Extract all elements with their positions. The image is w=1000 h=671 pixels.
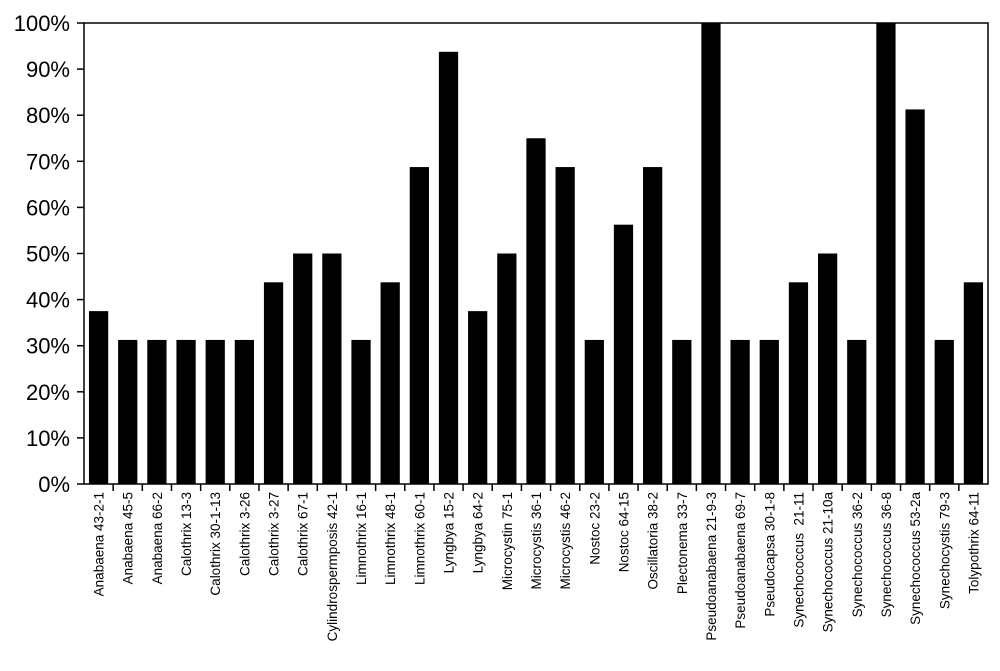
bar [205,339,225,484]
bar [643,167,663,484]
bar [613,224,634,484]
x-tick-label: Tolypothrix 64-11 [966,492,981,594]
bar [293,253,313,484]
bar [555,167,575,484]
x-tick-label: Synechococcus 21-10a [821,492,836,633]
y-tick-label: 30% [26,334,70,359]
bar [380,282,400,484]
bar [234,339,255,484]
x-tick-label: Nostoc 64-15 [616,492,631,572]
x-tick-label: Calothrix 67-1 [296,492,311,576]
bar [905,109,925,484]
bar [788,282,809,484]
x-tick-label: Synechococcus 36-8 [879,492,894,617]
bar [759,339,779,484]
x-tick-label: Anabaena 43-2-1 [92,492,107,596]
y-tick-label: 50% [26,242,70,267]
bar [351,339,371,484]
y-axis-ticks: 0% 10% 20% 30% 40% 50% 60% 70% 80% 90% 100% [14,11,84,497]
y-tick-label: 20% [26,380,70,405]
x-tick-label: Anabaena 45-5 [121,492,136,584]
x-tick-label: Pseudoanabaena 69-7 [733,492,748,629]
bar [322,253,342,484]
bar [934,339,954,484]
bar [730,339,750,484]
bar [876,23,896,484]
y-tick-label: 0% [38,472,70,497]
x-tick-label: Calothrix 3-27 [267,492,282,576]
y-tick-label: 60% [26,195,70,220]
bar [409,167,429,484]
x-tick-label: Limnothrix 16-1 [354,492,369,585]
x-tick-label: Limnothrix 60-1 [412,492,427,585]
bar [526,138,546,484]
x-tick-label: Synechocystis 79-3 [937,492,952,609]
y-tick-label: 80% [26,103,70,128]
x-tick-label: Calothrix 3-26 [237,492,252,576]
bar [118,339,138,484]
bar [88,311,109,484]
x-tick-label: Oscillatoria 38-2 [646,492,661,590]
bar [438,51,459,484]
bar [817,253,838,484]
y-tick-label: 90% [26,57,70,82]
x-tick-label: Plectonema 33-7 [675,492,690,594]
x-tick-label: Nostoc 23-2 [587,492,602,565]
x-tick-label: Microcystin 75-1 [500,492,515,590]
plot-area-border [83,22,989,485]
x-tick-label: Limnothrix 48-1 [383,492,398,585]
x-tick-label: Synechococcus 36-2 [850,492,865,617]
bar [263,282,284,484]
x-tick-label: Lyngbya 64-2 [471,492,486,573]
x-tick-label: Microcystis 46-2 [558,492,573,590]
bar [963,282,984,484]
x-tick-label: Calothrix 13-3 [179,492,194,576]
bar [847,339,867,484]
x-tick-label: Anabaena 66-2 [150,492,165,584]
x-tick-label: Synechococcus 53-2a [908,492,923,625]
x-tick-label: Synechococcus 21-11 [791,492,806,628]
bar [176,339,196,484]
x-tick-label: Microcystis 36-1 [529,492,544,590]
x-tick-label: Calothrix 30-1-13 [208,492,223,596]
y-tick-label: 10% [26,426,70,451]
y-tick-label: 40% [26,288,70,313]
x-tick-label: Pseudoanabaena 21-9-3 [704,492,719,641]
x-tick-label: Cylindrospermposis 42-1 [325,492,340,641]
bar [584,339,604,484]
x-axis-ticks: Anabaena 43-2-1 Anabaena 45-5 Anabaena 66-… [92,484,981,641]
x-tick-label: Lyngbya 15-2 [442,492,457,573]
y-tick-label: 100% [14,11,70,36]
y-tick-label: 70% [26,149,70,174]
bar [147,339,167,484]
x-tick-label: Pseudocapsa 30-1-8 [762,492,777,617]
bar [672,339,692,484]
bars [88,23,984,484]
bar [468,311,488,484]
bar [701,23,721,484]
bar [497,253,517,484]
